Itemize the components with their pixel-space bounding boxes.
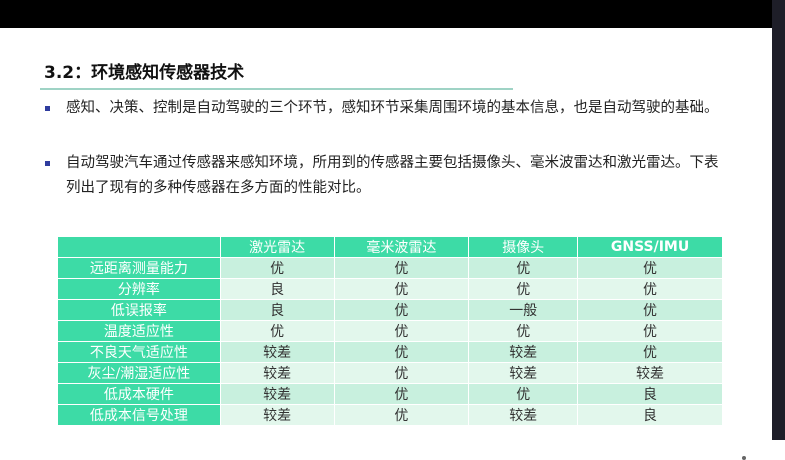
table-cell: 优 — [333, 383, 470, 405]
column-header — [57, 236, 221, 258]
table-cell: 较差 — [219, 362, 335, 384]
slide-title: 3.2：环境感知传感器技术 — [44, 63, 245, 83]
row-header: 灰尘/潮湿适应性 — [57, 362, 221, 384]
table-cell: 良 — [577, 383, 723, 405]
column-header: GNSS/IMU — [577, 236, 723, 258]
table-row: 远距离测量能力优优优优 — [57, 257, 723, 279]
table-cell: 优 — [468, 257, 579, 279]
row-header: 低成本信号处理 — [57, 404, 221, 426]
table-cell: 较差 — [577, 362, 723, 384]
column-header: 激光雷达 — [219, 236, 335, 258]
bullet-item: 自动驾驶汽车通过传感器来感知环境，所用到的传感器主要包括摄像头、毫米波雷达和激光… — [45, 151, 725, 201]
table-row: 低成本硬件 较差优优良 — [57, 383, 723, 405]
row-header: 温度适应性 — [57, 320, 221, 342]
table-cell: 较差 — [219, 383, 335, 405]
table-cell: 优 — [468, 320, 579, 342]
bullet-item: 感知、决策、控制是自动驾驶的三个环节，感知环节采集周围环境的基本信息，也是自动驾… — [45, 96, 725, 121]
bullet-square-icon — [45, 106, 50, 111]
table-cell: 较差 — [219, 404, 335, 426]
table-cell: 优 — [333, 341, 470, 363]
table-cell: 优 — [219, 320, 335, 342]
table-cell: 较差 — [468, 362, 579, 384]
row-header: 低误报率 — [57, 299, 221, 321]
table-cell: 优 — [333, 299, 470, 321]
column-header: 毫米波雷达 — [333, 236, 470, 258]
slide: 3.2：环境感知传感器技术 感知、决策、控制是自动驾驶的三个环节，感知环节采集周… — [0, 28, 772, 460]
table-cell: 优 — [577, 299, 723, 321]
table-row: 不良天气适应性 较差优较差优 — [57, 341, 723, 363]
table-cell: 优 — [333, 320, 470, 342]
table-cell: 优 — [333, 404, 470, 426]
table-cell: 优 — [577, 341, 723, 363]
table-cell: 优 — [468, 278, 579, 300]
table-cell: 优 — [577, 320, 723, 342]
table-cell: 优 — [577, 278, 723, 300]
table-cell: 一般 — [468, 299, 579, 321]
table-cell: 良 — [219, 278, 335, 300]
right-dark-bar — [772, 0, 785, 440]
title-underline — [40, 88, 513, 90]
column-header: 摄像头 — [468, 236, 579, 258]
row-header: 分辨率 — [57, 278, 221, 300]
table-cell: 较差 — [468, 404, 579, 426]
row-header: 不良天气适应性 — [57, 341, 221, 363]
row-header: 低成本硬件 — [57, 383, 221, 405]
table-cell: 较差 — [468, 341, 579, 363]
row-header: 远距离测量能力 — [57, 257, 221, 279]
table-cell: 优 — [333, 257, 470, 279]
table-row: 分辨率良优优优 — [57, 278, 723, 300]
sensor-comparison-table: 激光雷达 毫米波雷达 摄像头 GNSS/IMU 远距离测量能力优优优优分辨率良优优优低… — [57, 236, 723, 426]
table-cell: 优 — [577, 257, 723, 279]
table-cell: 良 — [219, 299, 335, 321]
slide-dot — [742, 456, 746, 460]
table-cell: 较差 — [219, 341, 335, 363]
table-row: 温度适应性优优优优 — [57, 320, 723, 342]
table-cell: 优 — [468, 383, 579, 405]
bullet-square-icon — [45, 161, 50, 166]
table-cell: 良 — [577, 404, 723, 426]
table-cell: 优 — [333, 278, 470, 300]
table-cell: 优 — [219, 257, 335, 279]
table-row: 低误报率良优一般优 — [57, 299, 723, 321]
top-black-bar — [0, 0, 785, 28]
table-row: 低成本信号处理 较差优较差良 — [57, 404, 723, 426]
table-row: 灰尘/潮湿适应性 较差优较差 较差 — [57, 362, 723, 384]
table-cell: 优 — [333, 362, 470, 384]
